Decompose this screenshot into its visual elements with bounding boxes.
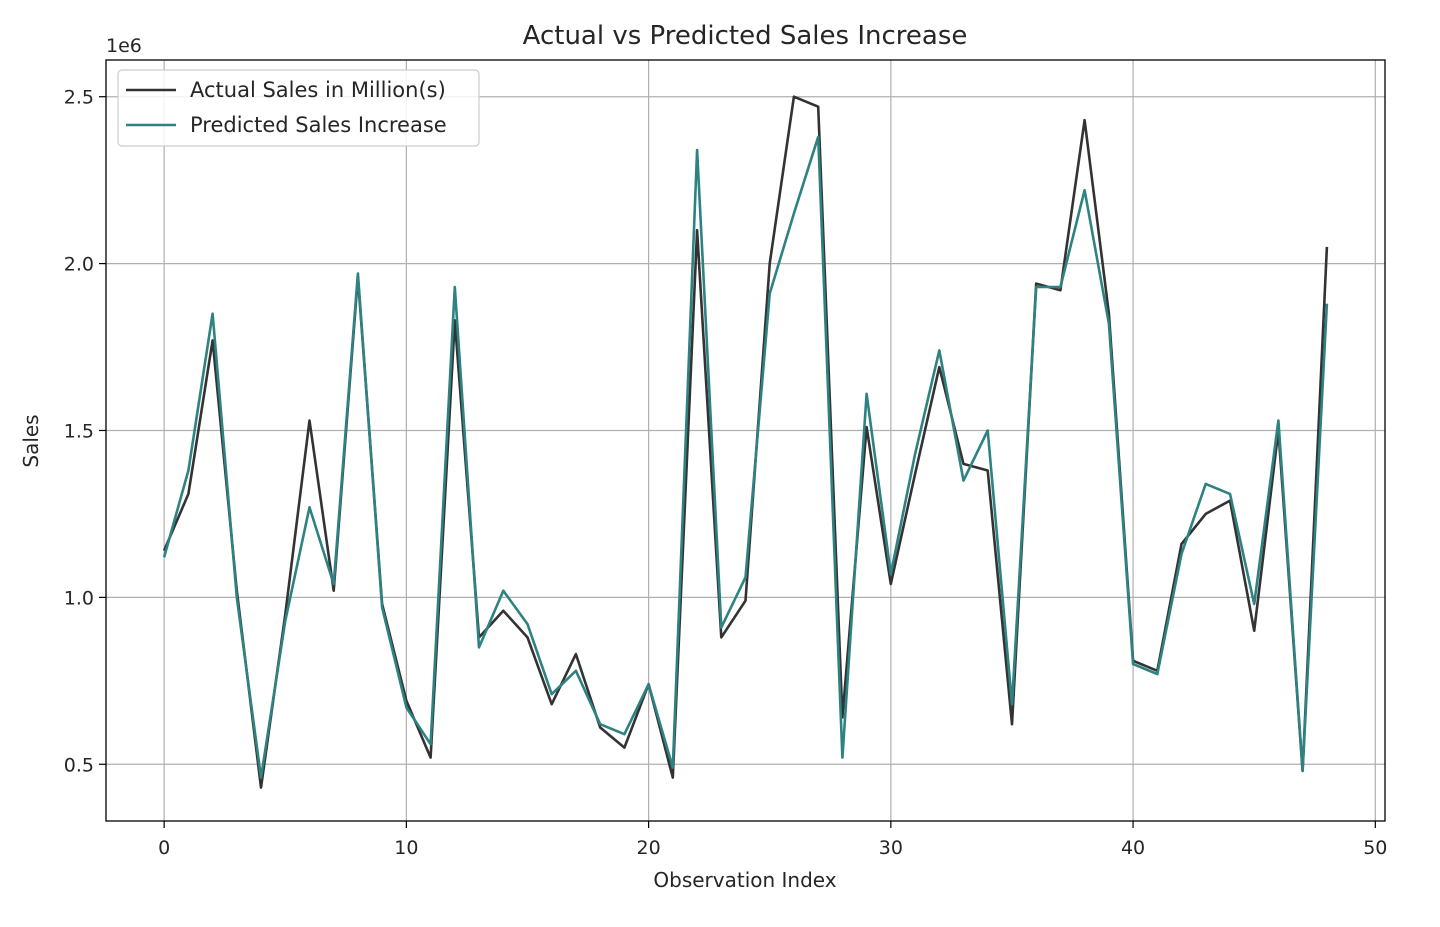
x-tick-label: 50 <box>1363 837 1387 859</box>
x-tick-label: 0 <box>158 837 170 859</box>
legend: Actual Sales in Million(s) Predicted Sale… <box>117 69 480 147</box>
legend-box <box>117 69 480 147</box>
chart-title: Actual vs Predicted Sales Increase <box>523 21 968 51</box>
x-tick-label: 20 <box>637 837 661 859</box>
y-tick-label: 2.0 <box>64 254 94 276</box>
plot-frame <box>105 59 1386 822</box>
y-tick-label: 0.5 <box>64 754 94 776</box>
axis-ticks: 0 10 20 30 40 50 0.5 1.0 1.5 2.0 2.5 <box>64 87 1388 859</box>
x-tick-label: 30 <box>879 837 903 859</box>
legend-label: Actual Sales in Million(s) <box>190 78 446 102</box>
y-axis-title: Sales <box>19 414 43 467</box>
x-axis-title: Observation Index <box>653 868 836 892</box>
series-layer <box>162 95 1329 789</box>
grid-lines <box>106 60 1385 821</box>
y-tick-label: 1.5 <box>64 420 94 442</box>
y-tick-label: 2.5 <box>64 87 94 109</box>
y-tick-label: 1.0 <box>64 587 94 609</box>
legend-label: Predicted Sales Increase <box>190 113 447 137</box>
series-line-predicted-sales-increase <box>162 135 1329 779</box>
x-tick-label: 40 <box>1121 837 1145 859</box>
y-axis-offset-label: 1e6 <box>106 35 142 57</box>
x-tick-label: 10 <box>394 837 418 859</box>
